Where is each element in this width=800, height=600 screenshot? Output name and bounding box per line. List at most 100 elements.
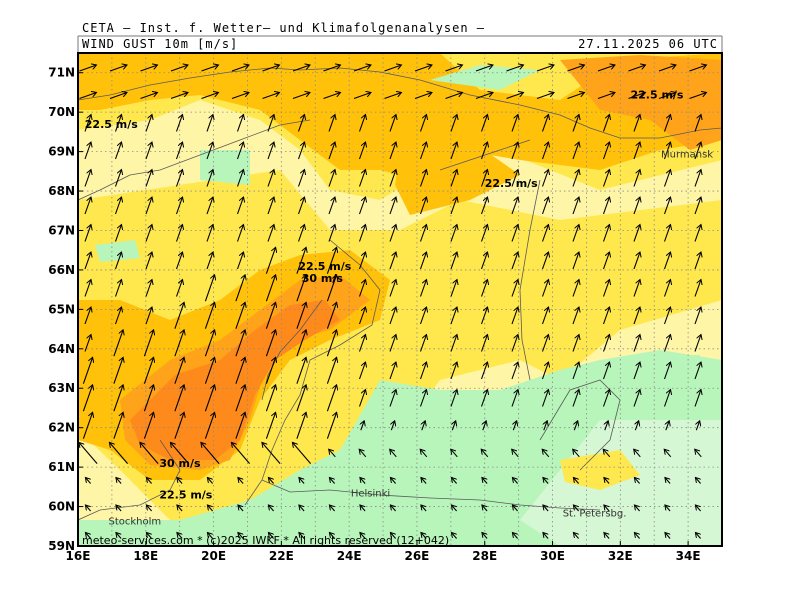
lat-tick-label: 60N: [48, 500, 75, 514]
wind-arrow: [84, 335, 91, 352]
wind-arrow: [235, 385, 245, 412]
wind-arrow: [422, 421, 425, 431]
wind-arrow: [84, 280, 91, 297]
wind-arrow: [605, 421, 608, 431]
wind-arrow: [506, 65, 524, 72]
orange-band-max: [130, 300, 340, 460]
wind-arrow: [450, 362, 457, 380]
parameter-title: WIND GUST 10m [m/s]: [82, 37, 239, 51]
wind-arrow: [296, 385, 306, 412]
wind-arrow: [84, 142, 91, 160]
wind-arrow: [84, 307, 91, 325]
wind-arrow: [329, 449, 336, 458]
wind-arrow: [326, 302, 336, 329]
wind-arrow: [174, 357, 184, 384]
wind-arrow: [329, 505, 336, 512]
wind-arrow: [480, 307, 488, 325]
wind-arrow: [452, 421, 455, 431]
wind-arrow: [268, 478, 275, 484]
wind-arrow: [694, 197, 701, 215]
wind-arrow: [695, 533, 702, 539]
wind-arrow: [267, 225, 274, 242]
contour-label: 22.5 m/s: [630, 88, 683, 101]
wind-arrow: [663, 252, 671, 270]
wind-arrow: [79, 93, 97, 100]
wind-arrow: [536, 65, 554, 72]
wind-arrow: [694, 362, 701, 380]
wind-arrow: [633, 170, 640, 187]
wind-arrow: [384, 93, 402, 100]
contour-label: 22.5 m/s: [298, 260, 351, 273]
wind-arrow: [389, 280, 396, 297]
wind-arrow: [390, 449, 397, 458]
wind-arrow: [236, 252, 244, 270]
contour-label: 30 m/s: [159, 457, 201, 470]
wind-arrow: [511, 197, 518, 215]
wind-arrow: [84, 252, 91, 270]
wind-arrow: [207, 505, 214, 512]
wind-arrow: [602, 142, 610, 160]
wind-arrow: [414, 65, 432, 72]
wind-arrow: [480, 142, 488, 160]
wind-arrow: [541, 280, 549, 297]
lat-tick-label: 70N: [48, 105, 75, 119]
wind-arrow: [633, 197, 640, 215]
orange-patch-murmansk: [560, 55, 722, 150]
wind-arrow: [143, 412, 153, 439]
wind-arrow: [572, 142, 579, 160]
green-patch-ladoga: [520, 420, 722, 546]
wind-arrow: [326, 247, 336, 274]
wind-arrow: [267, 197, 274, 215]
wind-arrow: [567, 93, 585, 100]
wind-arrow: [109, 442, 129, 464]
wind-arrow: [511, 335, 518, 352]
wind-arrow: [511, 142, 518, 160]
wind-arrow: [572, 390, 579, 407]
lat-tick-label: 71N: [48, 66, 75, 80]
wind-arrow: [236, 142, 244, 160]
contour-label: 22.5 m/s: [485, 177, 538, 190]
wind-arrow: [206, 142, 213, 160]
lon-tick-label: 28E: [472, 549, 497, 563]
wind-arrow: [296, 357, 306, 384]
wind-arrow: [572, 225, 579, 242]
wind-arrow: [140, 93, 158, 100]
wind-arrow: [663, 307, 671, 325]
wind-arrow: [204, 412, 214, 439]
wind-arrow: [145, 252, 152, 270]
wind-arrow: [116, 478, 122, 484]
lon-tick-label: 26E: [404, 549, 429, 563]
wind-arrow: [633, 362, 640, 380]
lat-tick-label: 62N: [48, 421, 75, 435]
wind-arrow: [204, 330, 214, 357]
wind-arrow: [238, 505, 244, 512]
wind-arrow: [445, 65, 463, 72]
wind-arrow: [296, 275, 306, 302]
wind-arrow: [451, 449, 458, 458]
wind-arrow: [328, 142, 335, 160]
wind-arrow: [82, 385, 92, 412]
wind-arrow: [299, 533, 305, 539]
wind-arrow: [572, 252, 579, 270]
wind-arrow: [140, 65, 158, 72]
wind-arrow: [451, 478, 458, 484]
wind-arrow: [450, 170, 457, 187]
wind-arrow: [480, 390, 488, 407]
wind-arrow: [572, 280, 579, 297]
wind-arrow: [541, 170, 549, 187]
wind-arrow: [695, 505, 702, 512]
wind-arrow: [236, 197, 244, 215]
lat-tick-label: 66N: [48, 263, 75, 277]
wind-arrow: [419, 390, 427, 407]
wind-arrow: [238, 533, 244, 539]
wind-arrow: [145, 307, 152, 325]
wind-arrow: [391, 421, 394, 431]
wind-arrow: [326, 385, 336, 412]
wind-arrow: [114, 307, 122, 325]
wind-arrow: [694, 280, 701, 297]
wind-arrow: [389, 142, 396, 160]
wind-arrow: [204, 302, 214, 329]
wind-arrow: [201, 65, 219, 72]
lon-tick-label: 32E: [608, 549, 633, 563]
wind-arrow: [572, 335, 579, 352]
